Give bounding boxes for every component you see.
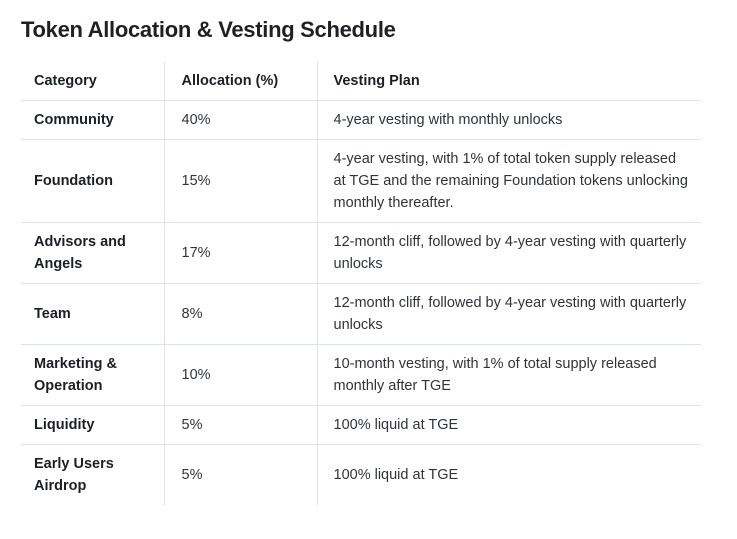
cell-category: Foundation [21,139,164,223]
token-allocation-table: Category Allocation (%) Vesting Plan Com… [21,62,701,505]
cell-allocation: 5% [163,405,317,445]
cell-allocation: 40% [163,100,317,140]
table-header-allocation: Allocation (%) [163,62,317,101]
cell-vesting-plan: 12-month cliff, followed by 4-year vesti… [316,222,701,284]
cell-vesting-plan: 12-month cliff, followed by 4-year vesti… [316,283,701,345]
cell-allocation: 15% [163,139,317,223]
cell-allocation: 8% [163,283,317,345]
cell-allocation: 17% [163,222,317,284]
cell-category: Team [21,283,164,345]
cell-vesting-plan: 100% liquid at TGE [316,444,701,505]
table-row: Early Users Airdrop 5% 100% liquid at TG… [21,444,701,505]
cell-category: Early Users Airdrop [34,456,114,494]
table-row: Advisors and Angels 17% 12-month cliff, … [21,222,701,284]
cell-vesting-plan: 4-year vesting, with 1% of total token s… [316,139,701,223]
cell-vesting-plan: 4-year vesting with monthly unlocks [316,100,701,140]
cell-category: Liquidity [21,405,164,445]
table-row: Marketing & Operation 10% 10-month vesti… [21,344,701,406]
cell-category: Advisors and Angels [21,222,164,284]
table-row: Team 8% 12-month cliff, followed by 4-ye… [21,283,701,345]
cell-vesting-plan: 100% liquid at TGE [316,405,701,445]
table-header-row: Category Allocation (%) Vesting Plan [21,62,701,101]
table-row: Community 40% 4-year vesting with monthl… [21,100,701,140]
table-row: Foundation 15% 4-year vesting, with 1% o… [21,139,701,223]
cell-allocation: 5% [163,444,317,505]
table-row: Liquidity 5% 100% liquid at TGE [21,405,701,445]
cell-category: Community [21,100,164,140]
cell-vesting-plan: 10-month vesting, with 1% of total suppl… [316,344,701,406]
cell-allocation: 10% [163,344,317,406]
table-header-category: Category [21,62,164,101]
table-header-vesting-plan: Vesting Plan [316,62,701,101]
page: Token Allocation & Vesting Schedule Cate… [0,16,737,505]
table-body: Community 40% 4-year vesting with monthl… [21,100,701,505]
page-title: Token Allocation & Vesting Schedule [21,17,396,42]
table-header: Category Allocation (%) Vesting Plan [21,62,701,101]
cell-category: Marketing & Operation [21,344,164,406]
